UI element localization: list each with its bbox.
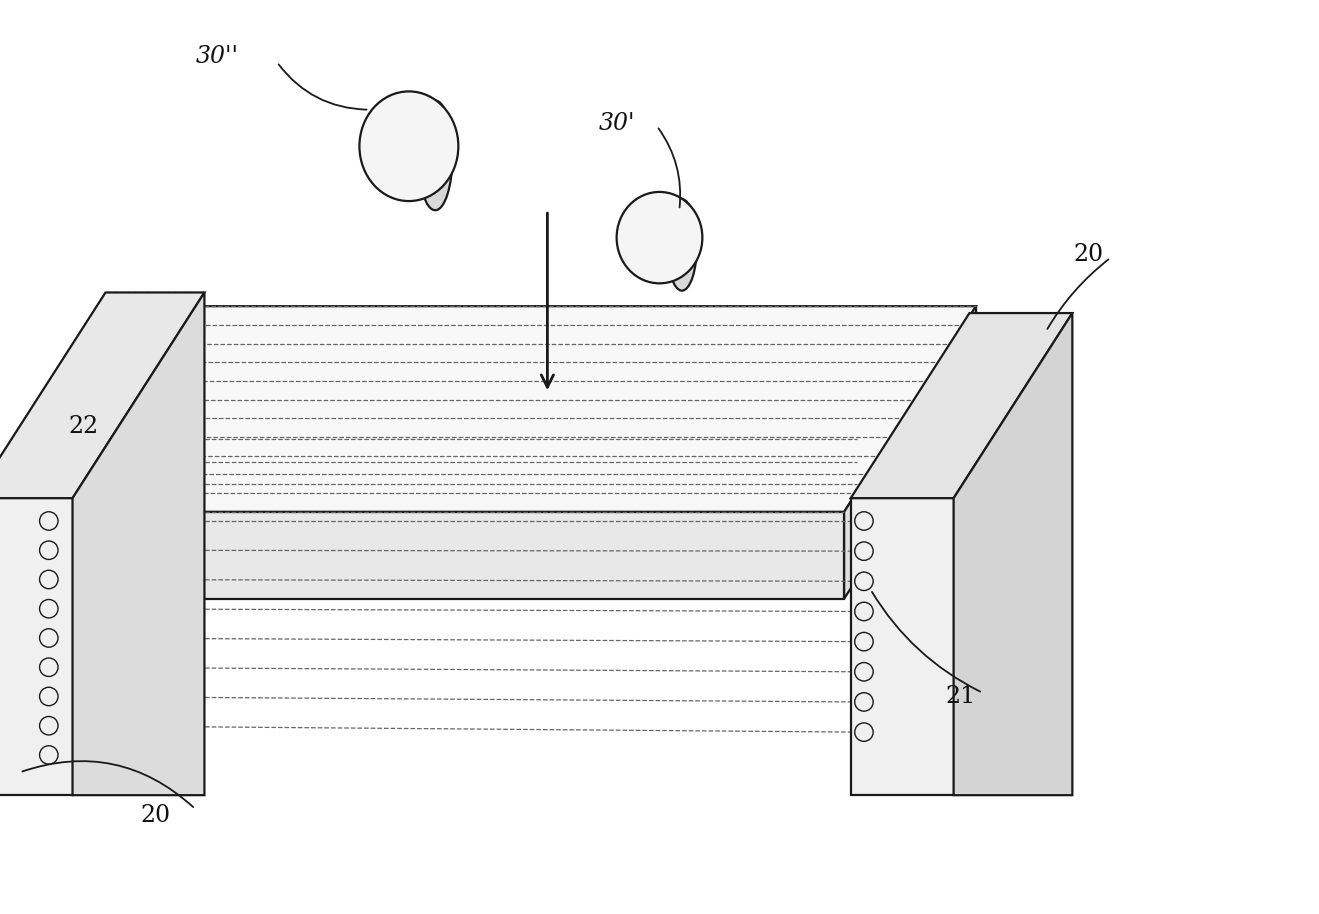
Text: 30': 30' <box>599 112 636 135</box>
Polygon shape <box>0 292 204 498</box>
Text: 21: 21 <box>946 685 975 708</box>
Polygon shape <box>844 306 976 599</box>
Polygon shape <box>59 306 976 512</box>
Text: 20: 20 <box>1074 242 1103 266</box>
Polygon shape <box>851 498 954 795</box>
Ellipse shape <box>617 192 702 283</box>
Text: 22: 22 <box>69 415 98 439</box>
Text: 30'': 30'' <box>197 45 239 69</box>
Polygon shape <box>73 292 204 795</box>
Text: 20: 20 <box>141 803 170 827</box>
Polygon shape <box>851 313 1072 498</box>
Ellipse shape <box>359 91 459 201</box>
Polygon shape <box>954 313 1072 795</box>
Ellipse shape <box>667 199 696 291</box>
Polygon shape <box>0 498 73 795</box>
Polygon shape <box>59 512 844 599</box>
Ellipse shape <box>418 101 452 210</box>
